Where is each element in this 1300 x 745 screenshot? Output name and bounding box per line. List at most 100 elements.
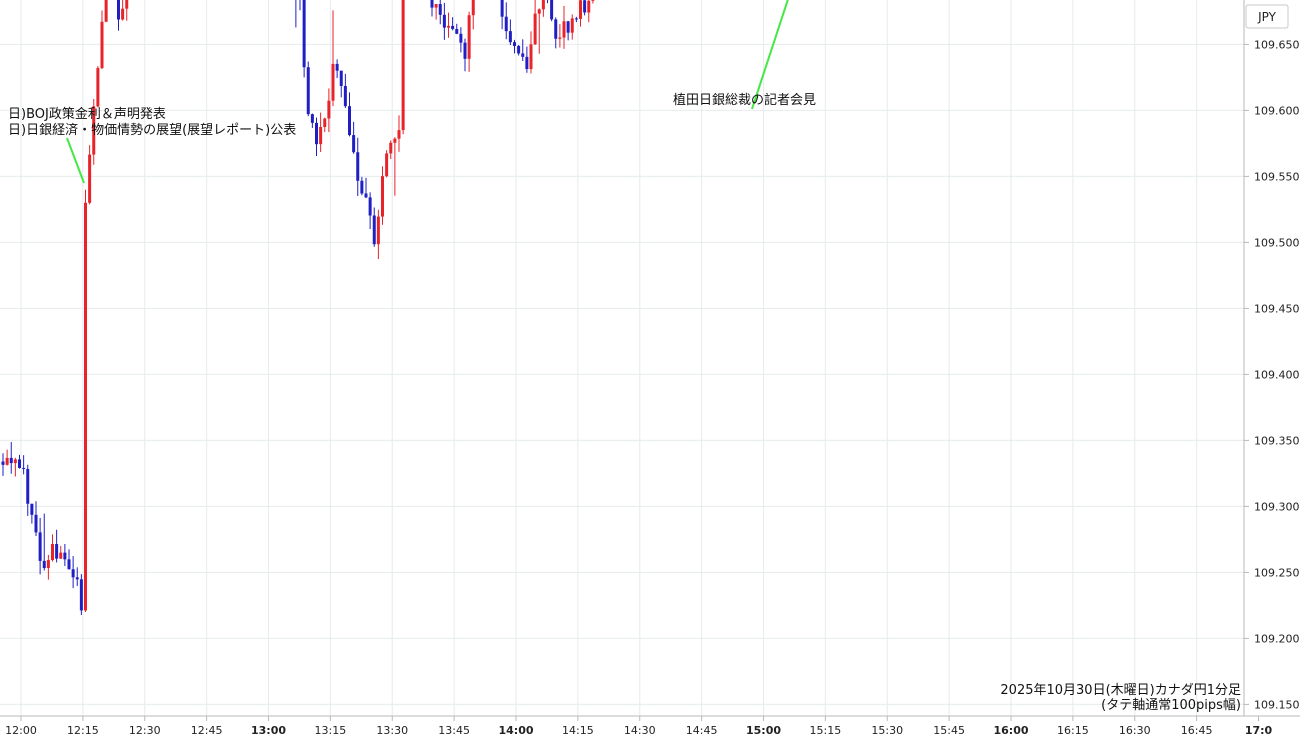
candle [583, 0, 587, 16]
candle [529, 31, 533, 74]
candles [1, 0, 595, 615]
candle [71, 556, 75, 589]
y-tick-label: 109.600 [1254, 104, 1300, 117]
candle [438, 0, 442, 25]
candle [1, 453, 5, 476]
candle [447, 12, 450, 38]
x-tick-label: 14:45 [686, 724, 718, 737]
candle [471, 0, 475, 30]
candle [331, 10, 335, 106]
candle [591, 0, 595, 4]
x-tick-label: 16:30 [1119, 724, 1151, 737]
annotation-press-line: 植田日銀総裁の記者会見 [673, 92, 816, 108]
y-tick-label: 109.300 [1254, 500, 1300, 513]
candle [104, 0, 108, 23]
candle [579, 0, 582, 27]
y-tick-label: 109.450 [1254, 302, 1300, 315]
y-tick-label: 109.250 [1254, 566, 1300, 579]
x-tick-label: 15:45 [933, 724, 965, 737]
x-tick-label: 12:15 [67, 724, 99, 737]
x-tick-label: 14:30 [624, 724, 656, 737]
candle [63, 544, 67, 567]
annotation-boj-line: 日)BOJ政策金利＆声明発表 [8, 106, 166, 122]
x-tick-label: 13:45 [438, 724, 470, 737]
annotation-boj-line: 日)日銀経済・物価情勢の展望(展望レポート)公表 [8, 122, 296, 138]
candle [339, 70, 343, 98]
y-tick-label: 109.550 [1254, 170, 1300, 183]
candle [574, 16, 578, 23]
candle [327, 88, 331, 133]
chart-caption-line-1: 2025年10月30日(木曜日)カナダ円1分足 [1000, 683, 1241, 698]
candle [430, 0, 434, 17]
y-tick-labels: 110.150110.100110.050110.000109.950109.9… [1244, 38, 1300, 711]
candle [459, 27, 463, 53]
y-tick-label: 109.350 [1254, 434, 1300, 447]
candle [364, 177, 368, 199]
candle [500, 0, 504, 30]
annotation-pointer-press [751, 0, 789, 110]
candle [352, 121, 356, 154]
candle [34, 501, 38, 537]
candle [562, 5, 566, 49]
candle [42, 513, 46, 571]
candle [335, 59, 339, 79]
candle [295, 0, 297, 28]
candle [558, 24, 562, 48]
candle [343, 73, 347, 109]
candle [434, 3, 438, 20]
x-tick-label: 12:45 [191, 724, 223, 737]
currency-label-box[interactable] [1245, 4, 1289, 29]
candle [521, 39, 525, 62]
candle [451, 17, 455, 31]
candle [541, 0, 545, 17]
candle [92, 99, 96, 165]
x-tick-label: 16:00 [993, 724, 1028, 737]
candle [393, 137, 397, 196]
candle [125, 0, 129, 21]
candle [376, 209, 380, 260]
candle [513, 39, 516, 54]
x-tick-label: 12:30 [129, 724, 161, 737]
candle [9, 442, 13, 474]
candle [310, 113, 314, 128]
chart-caption-line-2: (タテ軸通常100pips幅) [1101, 698, 1241, 713]
candle [18, 454, 21, 469]
candle [323, 117, 327, 133]
y-tick-label: 109.200 [1254, 632, 1300, 645]
x-tick-label: 15:15 [810, 724, 842, 737]
candle [508, 19, 512, 46]
candle [88, 145, 92, 205]
y-tick-label: 109.500 [1254, 236, 1300, 249]
candle [315, 117, 318, 157]
candle [348, 92, 351, 137]
candle [385, 150, 389, 178]
y-tick-label: 109.650 [1254, 38, 1300, 51]
annotation-pointer-boj [66, 137, 85, 184]
y-tick-label: 109.400 [1254, 368, 1300, 381]
candle [38, 517, 42, 575]
candle [463, 38, 467, 72]
candle [22, 455, 26, 475]
candle [372, 207, 376, 247]
candle [389, 140, 393, 160]
candle [75, 567, 79, 586]
grid [0, 0, 1259, 716]
x-tick-label: 15:30 [871, 724, 903, 737]
x-tick-label: 14:15 [562, 724, 594, 737]
candle [356, 137, 360, 197]
candle [84, 189, 87, 612]
x-tick-label: 14:00 [498, 724, 533, 737]
candle [26, 464, 30, 516]
candle [368, 192, 372, 230]
candle [533, 0, 537, 45]
candle [55, 529, 59, 563]
candle [299, 0, 301, 11]
candle [587, 0, 591, 23]
candle [13, 457, 17, 477]
x-tick-label: 13:30 [376, 724, 408, 737]
candle [397, 115, 401, 152]
currency-label[interactable]: JPY [1257, 10, 1277, 24]
